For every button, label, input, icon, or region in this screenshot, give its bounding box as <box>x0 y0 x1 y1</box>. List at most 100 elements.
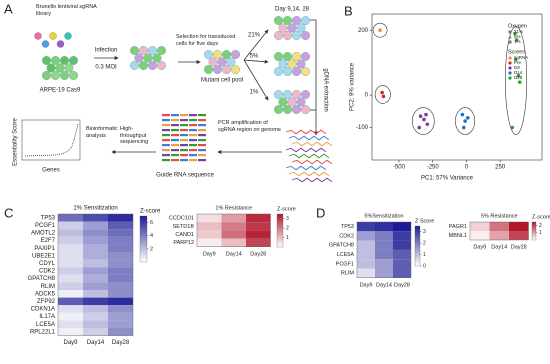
guide-segment <box>180 144 188 147</box>
x-tick-label: -500 <box>393 165 406 171</box>
point <box>381 94 386 99</box>
heatmap-cell <box>83 290 108 298</box>
guide-segment <box>171 129 179 132</box>
heatmap-title: 5% Resistance <box>481 213 518 219</box>
column-label: Day14 <box>491 244 507 250</box>
virus <box>34 32 42 40</box>
guide-segment <box>198 114 206 117</box>
guide-segment <box>171 114 179 117</box>
colorbar-tick-label: 4 <box>150 233 153 239</box>
cells-label: ARPE-19 Cas9 <box>40 88 81 94</box>
legend-label: D28 <box>514 75 523 80</box>
heatmap-cell <box>58 252 83 260</box>
heatmap-cell <box>58 236 83 245</box>
moi-label: 0.3 MOI <box>95 65 117 71</box>
legend-symbol <box>508 35 512 39</box>
heatmap-cell <box>489 222 509 231</box>
cell <box>278 59 288 69</box>
row-label: GPATCH8 <box>329 243 354 249</box>
panel-label: A <box>4 1 13 16</box>
column-label: Day9 <box>203 251 216 257</box>
heatmap-cell <box>393 259 411 269</box>
heatmap-cell <box>58 328 83 336</box>
y-axis-label: Essentiality Score <box>13 117 19 165</box>
column-label: Day14 <box>376 282 392 288</box>
colorbar-tick-label: 2 <box>423 240 426 246</box>
heatmap-cell <box>83 267 108 275</box>
cell <box>42 70 52 80</box>
cell <box>143 53 153 63</box>
cell <box>296 97 306 107</box>
cell <box>60 56 70 66</box>
colorbar-tick-label: 3 <box>286 216 289 222</box>
row-label: RPL22L1 <box>30 329 56 335</box>
point <box>517 80 522 84</box>
guide-segment <box>198 124 206 127</box>
guide-segment <box>162 134 170 137</box>
row-label: AMOTL2 <box>31 231 56 237</box>
heatmap-cell <box>58 320 83 328</box>
guide-segment <box>171 149 179 152</box>
library-label: Brunello lentiviral sgRNA library <box>36 4 97 17</box>
guide-segment <box>162 119 170 122</box>
point <box>463 119 467 123</box>
guide-segment <box>180 154 188 157</box>
colorbar-tick-label: 6 <box>150 220 153 226</box>
cell <box>68 56 78 66</box>
row-label: CDYL <box>39 261 56 267</box>
heatmap-cell <box>393 268 411 278</box>
row-label: CDKN1A <box>31 307 55 313</box>
legend-label: 1% <box>514 39 521 44</box>
sequencing-label: High-throughput sequencing <box>120 126 149 145</box>
heatmap-cell <box>58 312 83 321</box>
cell <box>283 52 293 62</box>
cell <box>274 16 284 26</box>
heatmap-cell <box>83 236 108 245</box>
heatmap-cell <box>83 305 108 313</box>
legend-symbol <box>508 71 512 75</box>
heatmap-cell <box>108 236 133 245</box>
colorbar <box>531 221 537 241</box>
colorbar <box>139 215 148 263</box>
colorbar-tick-label: 0 <box>423 263 426 269</box>
heatmap-cell <box>108 259 133 268</box>
cell <box>138 46 148 56</box>
cell <box>301 52 311 62</box>
heatmap-cell <box>393 231 411 241</box>
cell <box>129 61 139 71</box>
cell <box>42 56 52 66</box>
cell <box>64 63 74 73</box>
pool-label: Mutant cell pool <box>201 78 243 84</box>
pcr-label: PCR amplification of sgRNA region on gen… <box>218 120 281 133</box>
legend-symbol <box>508 40 512 44</box>
x-tick-label: 250 <box>495 165 506 171</box>
guide-segment <box>162 129 170 132</box>
column-label: Day14 <box>226 251 242 257</box>
cell <box>68 70 78 80</box>
guide-segment <box>171 144 179 147</box>
panel-label: D <box>316 205 325 220</box>
heatmap-cell <box>58 214 83 222</box>
heatmap-cell <box>108 252 133 260</box>
cell <box>301 104 311 114</box>
row-label: ZFP92 <box>37 299 56 305</box>
guide-segment <box>189 154 197 157</box>
heatmap-cell <box>197 230 222 239</box>
heatmap-cell <box>470 222 490 231</box>
guide-segment <box>198 154 206 157</box>
cell <box>156 61 166 71</box>
guide-segment <box>171 119 179 122</box>
row-label: CDK2 <box>39 269 56 275</box>
heatmap-cell <box>108 244 133 252</box>
guide-segment <box>180 124 188 127</box>
cell <box>287 97 297 107</box>
cell <box>274 31 284 41</box>
colorbar-tick-label: 2 <box>150 246 153 252</box>
x-tick-label: -250 <box>427 165 440 171</box>
row-label: CCDC101 <box>169 216 194 222</box>
heatmap-cell <box>197 222 222 231</box>
heatmap-cell <box>83 328 108 336</box>
point <box>425 122 430 127</box>
x-axis-label: PC1: 57% Variance <box>421 176 474 182</box>
